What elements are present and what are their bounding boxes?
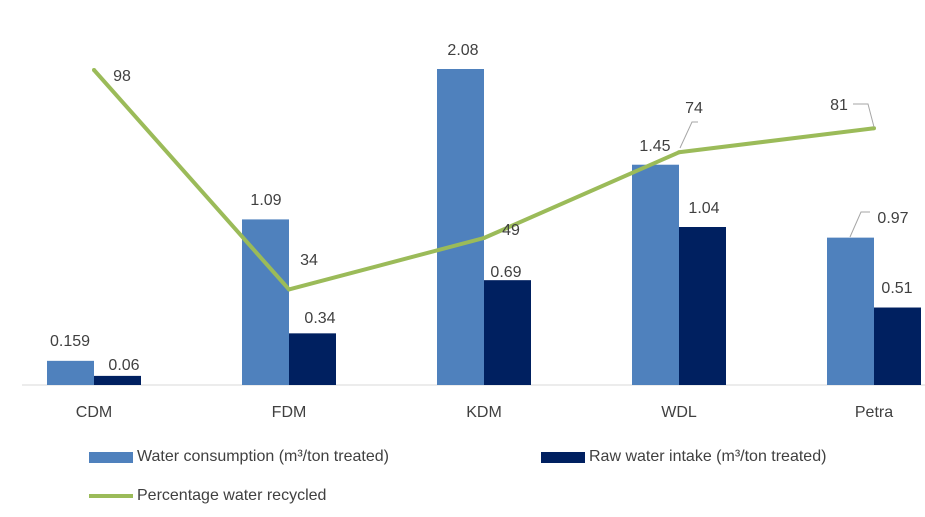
point-percentage-water-recycled-kdm: [482, 236, 486, 240]
x-tick-label-kdm: KDM: [466, 404, 502, 421]
data-label-water-consumption-petra: 0.97: [877, 210, 908, 227]
legend-swatch-percentage-recycled: [89, 494, 133, 498]
data-label-raw-water-intake-wdl: 1.04: [688, 200, 719, 217]
legend-label-percentage-recycled: Percentage water recycled: [137, 487, 327, 504]
legend-label-raw-water-intake: Raw water intake (m³/ton treated): [589, 448, 827, 465]
bar-water-consumption-wdl: [632, 164, 679, 385]
x-tick-label-fdm: FDM: [272, 404, 307, 421]
bars-group: [47, 69, 921, 385]
bar-raw-water-intake-petra: [874, 307, 921, 385]
labels-group: CDM FDM KDM WDL Petra 0.159 1.09 2.08 1.45 0.97 0.…: [50, 42, 913, 421]
legend-item-water-consumption: Water consumption (m³/ton treated): [89, 448, 389, 466]
legend-swatch-water-consumption: [89, 451, 133, 463]
bar-raw-water-intake-cdm: [94, 375, 141, 385]
bar-water-consumption-cdm: [47, 360, 94, 385]
data-label-percentage-recycled-kdm: 49: [502, 222, 520, 239]
x-tick-label-wdl: WDL: [661, 404, 697, 421]
data-label-percentage-recycled-wdl: 74: [685, 100, 703, 117]
bar-water-consumption-kdm: [437, 69, 484, 385]
point-percentage-water-recycled-cdm: [92, 68, 96, 72]
data-label-raw-water-intake-kdm: 0.69: [490, 264, 521, 281]
data-label-water-consumption-cdm: 0.159: [50, 333, 90, 350]
data-label-raw-water-intake-cdm: 0.06: [108, 357, 139, 374]
bar-water-consumption-petra: [827, 237, 874, 385]
x-tick-label-petra: Petra: [855, 404, 893, 421]
data-label-raw-water-intake-petra: 0.51: [881, 280, 912, 297]
x-tick-label-cdm: CDM: [76, 404, 112, 421]
data-label-raw-water-intake-fdm: 0.34: [304, 310, 335, 327]
bar-raw-water-intake-kdm: [484, 280, 531, 385]
leader-line-water-consumption-petra: [849, 211, 870, 238]
point-percentage-water-recycled-petra: [872, 126, 876, 131]
data-label-percentage-recycled-fdm: 34: [300, 252, 318, 269]
line-group: [92, 68, 876, 292]
bar-raw-water-intake-wdl: [679, 227, 726, 385]
legend-item-percentage-recycled: Percentage water recycled: [89, 487, 326, 505]
data-label-water-consumption-wdl: 1.45: [639, 138, 670, 155]
data-label-water-consumption-kdm: 2.08: [447, 42, 478, 59]
legend-label-water-consumption: Water consumption (m³/ton treated): [137, 448, 389, 465]
data-label-percentage-recycled-cdm: 98: [113, 68, 131, 85]
point-percentage-water-recycled-fdm: [287, 287, 291, 292]
data-label-water-consumption-fdm: 1.09: [250, 192, 281, 209]
legend-swatch-raw-water-intake: [541, 451, 585, 463]
legend-item-raw-water-intake: Raw water intake (m³/ton treated): [541, 448, 826, 466]
data-label-percentage-recycled-petra: 81: [830, 97, 848, 114]
leader-line-percentage-recycled-petra: [853, 103, 875, 128]
leader-line-percentage-recycled-wdl: [679, 121, 698, 149]
point-percentage-water-recycled-wdl: [677, 150, 681, 155]
bar-raw-water-intake-fdm: [289, 333, 336, 385]
